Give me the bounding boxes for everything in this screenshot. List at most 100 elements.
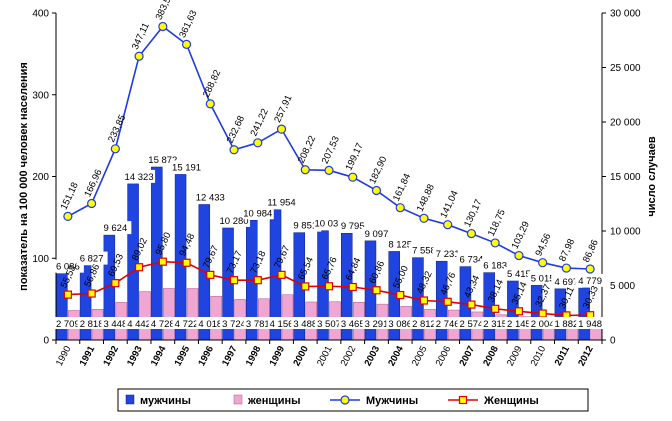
x-tick-label: 1998 [244,344,264,368]
men-rate-label: 383,50 [154,0,176,22]
men-rate-label: 94,56 [533,232,553,258]
bar-men-label: 7 558 [412,246,436,257]
bar-women-label-bg [338,317,368,329]
bar-women-label-bg [362,317,392,329]
x-tick-label: 2002 [339,344,359,368]
women-rate-point [206,270,215,279]
y-tick-label-left: 200 [32,172,49,183]
bar-men-label: 4 779 [578,276,602,287]
bar-men-label: 5 015 [531,273,555,284]
legend-label-women-line: Женщины [483,395,539,407]
bar-women-label-bg [433,317,463,329]
bar-women-label: 3 465 [341,319,365,330]
x-tick-label: 1991 [78,344,98,368]
bar-women-label: 2 812 [412,319,436,330]
bar-women-label: 1 948 [578,319,602,330]
bar-men-label-bg [195,190,227,204]
bar-men-label-bg [432,247,464,261]
women-rate-point [253,276,262,285]
bar-women-label-bg [196,317,226,329]
men-rate-point [87,198,97,209]
bar-women-label-bg [53,317,83,329]
bar-men-label-bg [290,218,322,232]
x-tick-label: 1993 [125,344,145,368]
y-tick-label-right: 5 000 [610,281,635,292]
men-rate-label: 257,91 [272,93,294,124]
bar-women-label: 2 315 [483,319,507,330]
x-tick-label: 2006 [434,344,454,368]
legend-swatch-men-bar [125,394,135,405]
label-layer: 6 086 2 709 6 827 2 818 9 624 3 448 14 323 4 44… [52,0,607,330]
men-rate-point [229,145,239,155]
x-tick-label: 1990 [54,344,74,368]
y-axis-title-right: число случаев [646,136,658,217]
bar-men-label-bg [124,169,156,183]
bar-men-label: 10 280 [220,216,249,227]
bar-women-label: 3 724 [222,319,246,330]
bar-women-label: 3 291 [365,319,389,330]
men-rate-point [181,39,192,49]
legend-marker-women-line [458,395,468,405]
bar-women-label-bg [77,317,107,329]
bar-women [186,288,199,341]
bar-men-label-bg [385,237,417,251]
women-rate-point [134,263,144,272]
men-rate-point [395,203,405,213]
men-rate-label: 166,96 [82,168,104,199]
bar-men-label: 9 851 [293,221,317,232]
bar-women [163,288,175,341]
men-rate-point [158,21,168,32]
men-rate-label: 118,75 [486,208,508,238]
bar-men-label: 14 323 [125,172,154,183]
women-rate-point [87,289,96,298]
x-tick-label: 2009 [505,344,525,368]
men-rate-label: 86,86 [581,238,601,264]
women-rate-point [443,297,452,306]
bar-men-label: 9 795 [341,221,365,232]
bar-women [139,291,151,341]
bar-women-label: 3 448 [103,319,127,330]
bar-women-label: 1 882 [555,319,579,330]
bar-women-label: 3 488 [293,319,317,330]
men-rate-label: 241,22 [249,107,271,138]
bar-women-label: 3 086 [388,319,412,330]
women-rate-point [372,286,381,295]
y-tick-label-right: 25 000 [610,63,641,74]
bar-men-label-bg [52,259,84,273]
men-rate-label: 199,17 [343,141,365,172]
men-rate-point [443,220,453,230]
x-tick-label: 2004 [386,344,406,368]
bar-women-label: 4 722 [175,319,199,330]
x-tick-label: 2000 [291,344,311,368]
bar-men-label-bg [361,226,393,240]
y-tick-label-left: 0 [43,336,49,347]
bar-women-label-bg [504,317,534,329]
men-rate-label: 232,68 [225,114,247,145]
women-rate-point [301,282,310,291]
bar-men-label-bg [171,160,203,174]
men-rate-label: 361,63 [177,9,199,40]
bar-men-label: 8 125 [388,239,412,250]
bar-men-label: 9 624 [103,223,127,234]
bar-men-label-bg [456,252,488,266]
men-rate-label: 87,98 [557,237,577,263]
men-rate-point [514,250,524,261]
y-tick-label-left: 400 [32,9,49,20]
bar-women-label-bg [101,317,131,329]
legend-marker-men-line [340,395,350,405]
y-tick-label-right: 30 000 [610,9,641,20]
men-rate-label: 182,90 [367,155,389,186]
women-rate-point [396,290,405,300]
y-tick-label-right: 10 000 [610,227,641,238]
bar-women-label-bg [481,317,511,329]
bar-men-label-bg [314,216,345,230]
bar-men-label: 6 827 [80,254,104,265]
men-rate-point [490,238,500,248]
bar-women-label-bg [576,317,606,329]
bar-women-label-bg [243,317,273,329]
women-rate-point [514,307,524,316]
women-rate-point [158,257,167,266]
women-rate-point [348,282,357,292]
